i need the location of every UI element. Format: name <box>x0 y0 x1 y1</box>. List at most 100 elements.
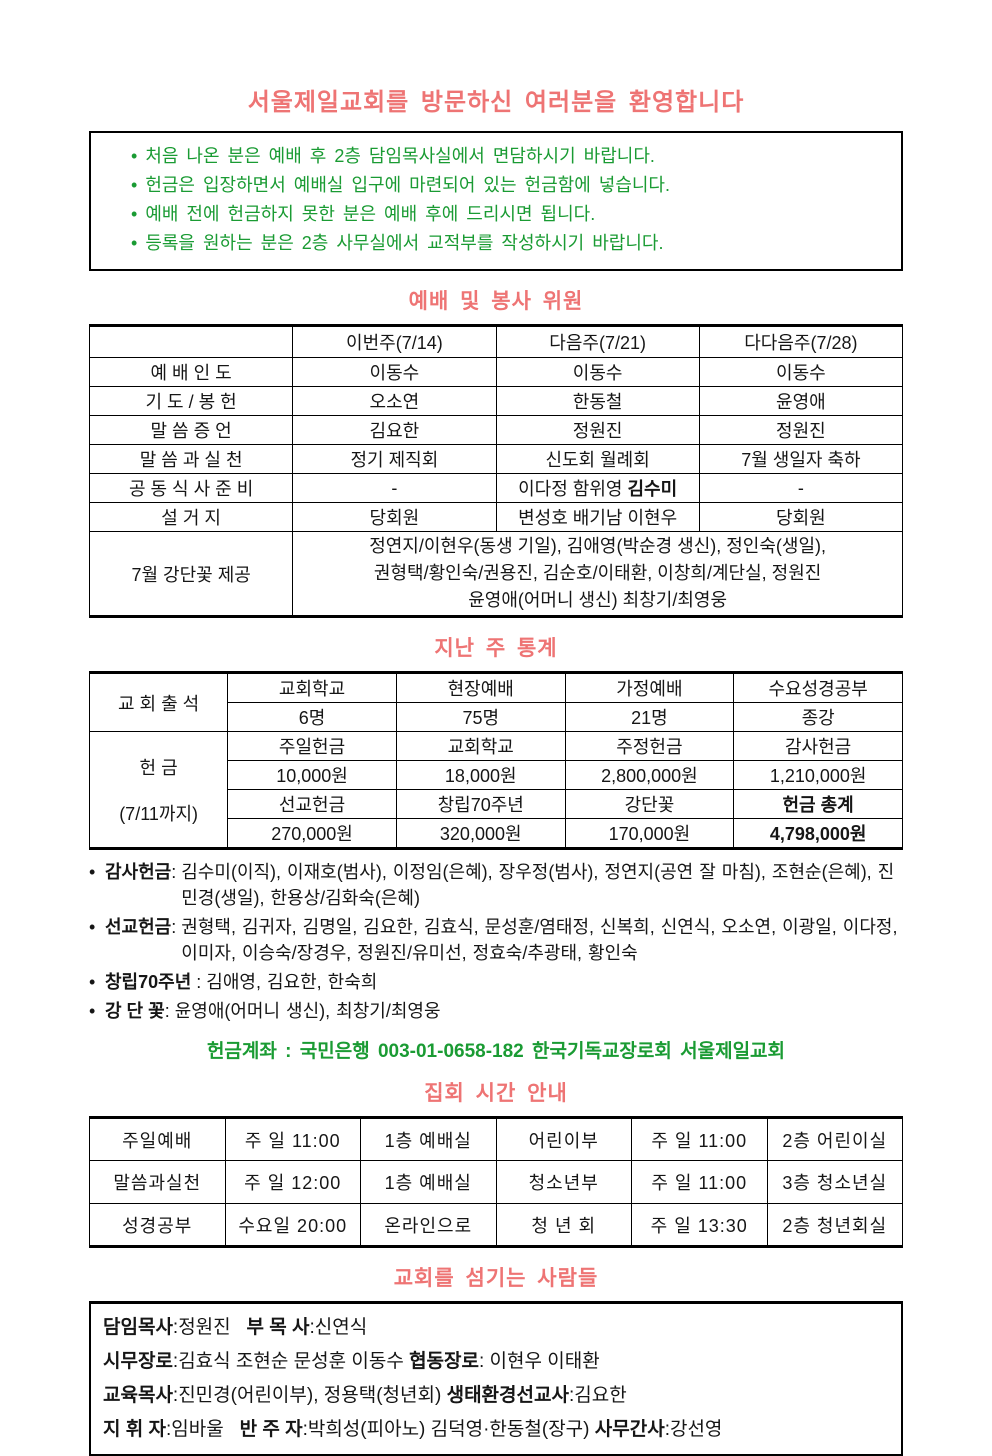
section-title-schedule: 집회 시간 안내 <box>424 1082 568 1105</box>
table-row: 말 씀 증 언 김요한 정원진 정원진 <box>88 415 904 445</box>
table-row: 예 배 인 도 이동수 이동수 이동수 <box>88 357 904 387</box>
cell: 2층 어린이실 <box>766 1117 903 1161</box>
cell: 주 일 11:00 <box>631 1117 768 1161</box>
table-row: 주일예배 주 일 11:00 1층 예배실 어린이부 주 일 11:00 2층 … <box>89 1117 903 1161</box>
bullet-icon: • <box>89 1001 96 1021</box>
note-separator: : <box>171 862 182 882</box>
offering-label: 헌 금 (7/11까지) <box>88 731 229 849</box>
cell: 말씀과실천 <box>89 1160 226 1204</box>
role-names: :신연식 <box>309 1317 368 1338</box>
role-label: 부 목 사 <box>246 1317 310 1338</box>
bullet-icon: • <box>131 233 138 253</box>
welcome-note: • 등록을 원하는 분은 2층 사무실에서 교적부를 작성하시기 바랍니다. <box>131 229 887 258</box>
empty-header-cell <box>88 325 294 358</box>
welcome-box: • 처음 나온 분은 예배 후 2층 담임목사실에서 면담하시기 바랍니다. • 헌… <box>89 131 903 271</box>
table-row: 270,000원 320,000원 170,000원 4,798,000원 <box>90 818 903 849</box>
flower-providers-cell: 정연지/이현우(동생 기일), 김애영(박순경 생신), 정인숙(생일), 권형… <box>292 531 903 617</box>
cell: - <box>698 473 904 503</box>
cell: 오소연 <box>292 386 497 416</box>
role-label: 반 주 자 <box>239 1419 303 1440</box>
stats-table: 교 회 출 석 교회학교 현장예배 가정예배 수요성경공부 6명 75명 21명… <box>88 671 903 850</box>
welcome-note: • 헌금은 입장하면서 예배실 입구에 마련되어 있는 헌금함에 넣습니다. <box>131 171 887 200</box>
cell: 강단꽃 <box>564 789 735 819</box>
role-names: :임바울 <box>166 1419 240 1440</box>
col-header-week-after: 다다음주(7/28) <box>698 325 904 358</box>
welcome-note-text: 헌금은 입장하면서 예배실 입구에 마련되어 있는 헌금함에 넣습니다. <box>145 175 670 195</box>
note-text: 김애영, 김요한, 한숙희 <box>206 972 378 992</box>
bullet-icon: • <box>131 204 138 224</box>
bulletin-page: 서울제일교회를 방문하신 여러분을 환영합니다 • 처음 나온 분은 예배 후 2… <box>88 0 904 1456</box>
cell: 주 일 12:00 <box>224 1160 361 1204</box>
cell: 7월 생일자 축하 <box>698 444 904 474</box>
table-row-flower: 7월 강단꽃 제공 정연지/이현우(동생 기일), 김애영(박순경 생신), 정… <box>88 531 903 617</box>
row-label: 공 동 식 사 준 비 <box>88 473 294 503</box>
role-names: :박희성(피아노) 김덕영·한동철(장구) <box>302 1419 595 1440</box>
offering-label-line1: 헌 금 <box>139 757 178 778</box>
note-label: 감사헌금 <box>105 862 172 882</box>
cell: 선교헌금 <box>227 789 397 819</box>
cell: 320,000원 <box>395 818 566 849</box>
cell: 교회학교 <box>227 672 397 703</box>
table-header-row: 이번주(7/14) 다음주(7/21) 다다음주(7/28) <box>88 325 904 358</box>
cell: 주 일 11:00 <box>224 1117 361 1161</box>
servants-line: 담임목사:정원진 부 목 사:신연식 <box>103 1311 889 1345</box>
table-row: 6명 75명 21명 종강 <box>90 702 903 732</box>
table-row: 말 씀 과 실 천 정기 제직회 신도회 월례회 7월 생일자 축하 <box>88 444 904 474</box>
role-label: 교육목사 <box>103 1385 173 1406</box>
bullet-icon: • <box>131 175 138 195</box>
cell: 감사헌금 <box>733 731 903 761</box>
note-label: 창립70주년 <box>105 972 192 992</box>
cell: 주일헌금 <box>227 731 397 761</box>
cell: 주정헌금 <box>564 731 735 761</box>
note-row: • 강 단 꽃 : 윤영애(어머니 생신), 최창기/최영웅 <box>89 998 903 1024</box>
cell: 1,210,000원 <box>733 760 903 790</box>
role-label: 시무장로 <box>103 1351 173 1372</box>
note-label: 강 단 꽃 <box>105 1001 165 1021</box>
table-row: 선교헌금 창립70주년 강단꽃 헌금 총계 <box>90 789 903 819</box>
row-label: 예 배 인 도 <box>88 357 294 387</box>
note-row: • 창립70주년 : 김애영, 김요한, 한숙희 <box>89 969 903 995</box>
role-names: :김요한 <box>568 1385 627 1406</box>
welcome-note-text: 등록을 원하는 분은 2층 사무실에서 교적부를 작성하시기 바랍니다. <box>145 233 664 253</box>
cell: 이동수 <box>495 357 700 387</box>
note-row: • 감사헌금 : 김수미(이직), 이재호(범사), 이정임(은혜), 장우정(… <box>89 859 903 911</box>
col-header-next-week: 다음주(7/21) <box>495 325 700 358</box>
note-text: 김수미(이직), 이재호(범사), 이정임(은혜), 장우정(범사), 정연지(… <box>181 862 895 908</box>
cell-total-value: 4,798,000원 <box>733 818 903 849</box>
cell: 10,000원 <box>227 760 397 790</box>
flower-line: 권형택/황인숙/권용진, 김순호/이태환, 이창희/계단실, 정원진 <box>373 563 822 583</box>
role-names: :김효식 조현순 문성훈 이동수 <box>172 1351 410 1372</box>
cell: 18,000원 <box>395 760 566 790</box>
role-label: 협동장로 <box>409 1351 479 1372</box>
cell: 정원진 <box>495 415 700 445</box>
cell: 성경공부 <box>89 1203 226 1247</box>
cell: 170,000원 <box>564 818 735 849</box>
cell: 수요성경공부 <box>733 672 903 703</box>
note-row: • 선교헌금 : 권형택, 김귀자, 김명일, 김요한, 김효식, 문성훈/염태… <box>89 914 903 966</box>
row-label: 말 씀 과 실 천 <box>88 444 294 474</box>
bullet-icon: • <box>89 862 96 882</box>
table-row: 공 동 식 사 준 비 - 이다정 함위영 김수미 - <box>88 473 904 503</box>
cell: 21명 <box>564 702 735 732</box>
cell: 당회원 <box>698 502 904 532</box>
table-row: 10,000원 18,000원 2,800,000원 1,210,000원 <box>90 760 903 790</box>
cell: - <box>292 473 497 503</box>
table-row: 교 회 출 석 교회학교 현장예배 가정예배 수요성경공부 <box>88 672 903 732</box>
welcome-note: • 처음 나온 분은 예배 후 2층 담임목사실에서 면담하시기 바랍니다. <box>131 142 887 171</box>
section-title-stats: 지난 주 통계 <box>434 637 558 660</box>
row-label: 7월 강단꽃 제공 <box>88 531 294 617</box>
note-label: 선교헌금 <box>105 917 172 937</box>
welcome-note-text: 예배 전에 헌금하지 못한 분은 예배 후에 드리시면 됩니다. <box>145 204 596 224</box>
page-title: 서울제일교회를 방문하신 여러분을 환영합니다 <box>247 89 745 116</box>
table-row: 기 도 / 봉 헌 오소연 한동철 윤영애 <box>88 386 904 416</box>
cell: 변성호 배기남 이현우 <box>495 502 700 532</box>
role-label: 지 휘 자 <box>103 1419 166 1440</box>
cell: 이다정 함위영 김수미 <box>495 473 700 503</box>
cell: 주일예배 <box>89 1117 226 1161</box>
cell: 2,800,000원 <box>564 760 735 790</box>
cell: 종강 <box>733 702 903 732</box>
welcome-note: • 예배 전에 헌금하지 못한 분은 예배 후에 드리시면 됩니다. <box>131 200 887 229</box>
cell: 온라인으로 <box>360 1203 497 1247</box>
cell: 교회학교 <box>395 731 566 761</box>
note-text: 권형택, 김귀자, 김명일, 김요한, 김효식, 문성훈/염태정, 신복희, 신… <box>181 917 898 963</box>
